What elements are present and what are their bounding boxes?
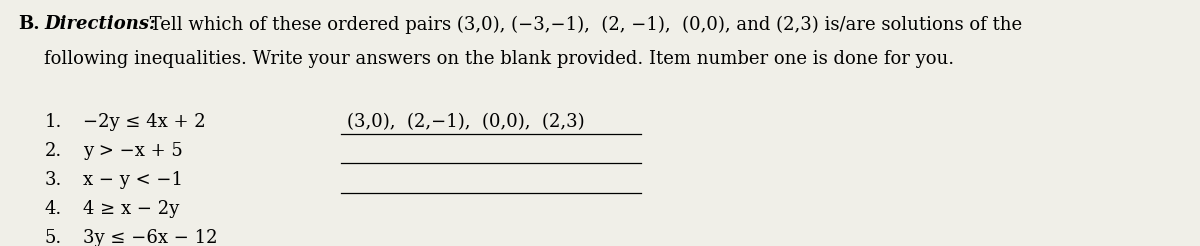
Text: 4.: 4.	[44, 200, 61, 218]
Text: 5.: 5.	[44, 229, 61, 246]
Text: (3,0),  (2,−1),  (0,0),  (2,3): (3,0), (2,−1), (0,0), (2,3)	[347, 113, 584, 131]
Text: x − y < −1: x − y < −1	[83, 171, 182, 189]
Text: Tell which of these ordered pairs (3,0), (−3,−1),  (2, −1),  (0,0), and (2,3) is: Tell which of these ordered pairs (3,0),…	[144, 15, 1022, 34]
Text: y > −x + 5: y > −x + 5	[83, 142, 182, 160]
Text: B.: B.	[18, 15, 40, 33]
Text: Directions:: Directions:	[44, 15, 156, 33]
Text: 1.: 1.	[44, 113, 61, 131]
Text: 2.: 2.	[44, 142, 61, 160]
Text: 3.: 3.	[44, 171, 61, 189]
Text: following inequalities. Write your answers on the blank provided. Item number on: following inequalities. Write your answe…	[44, 50, 954, 68]
Text: 3y ≤ −6x − 12: 3y ≤ −6x − 12	[83, 229, 217, 246]
Text: 4 ≥ x − 2y: 4 ≥ x − 2y	[83, 200, 179, 218]
Text: −2y ≤ 4x + 2: −2y ≤ 4x + 2	[83, 113, 205, 131]
